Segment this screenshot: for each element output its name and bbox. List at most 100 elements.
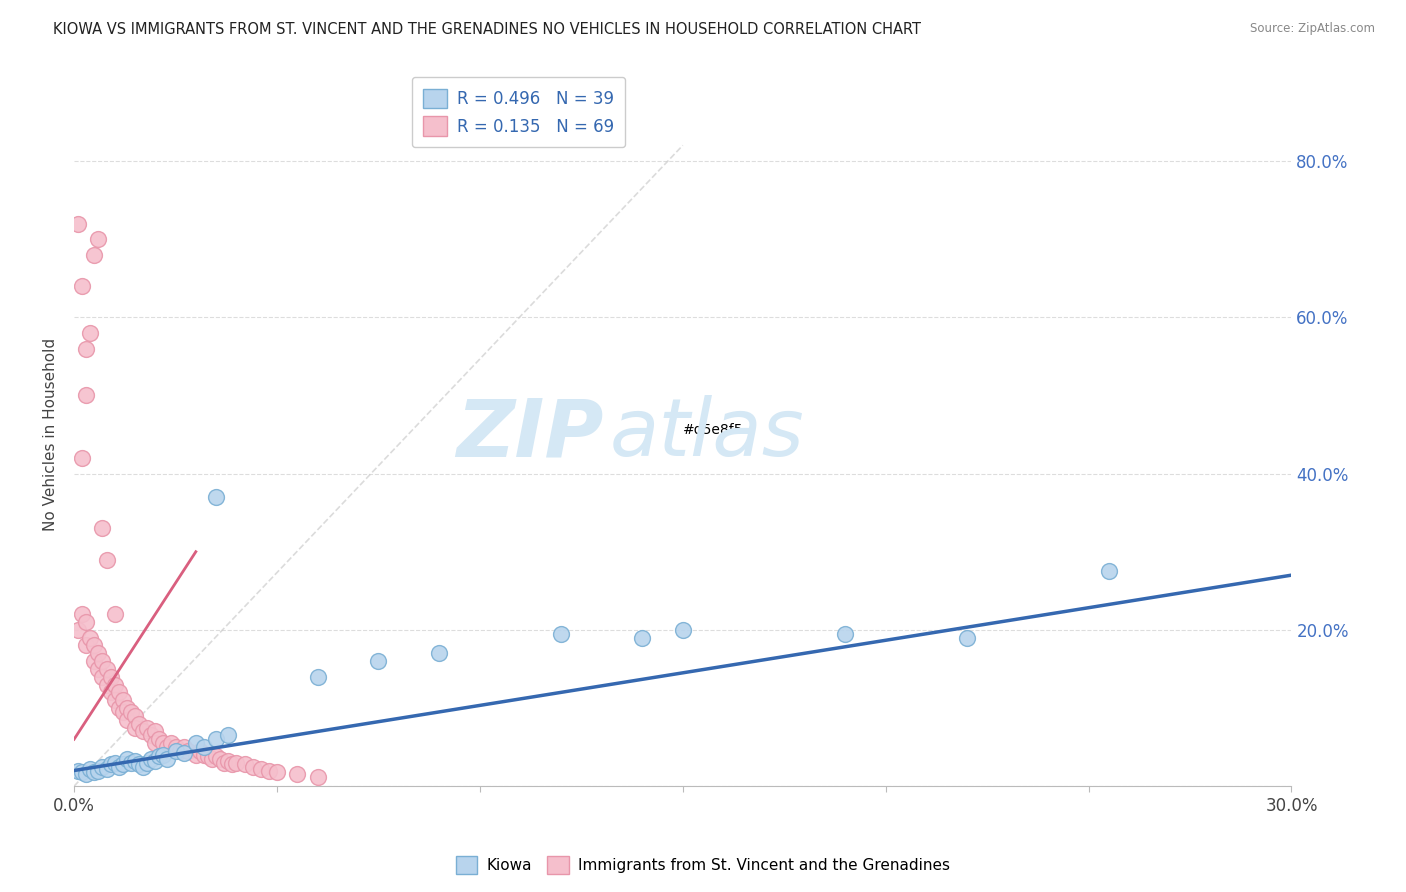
Point: [120, 756, 142, 770]
Point: [96, 677, 118, 691]
Point: [285, 767, 308, 781]
Point: [100, 685, 122, 699]
Point: [87, 764, 110, 778]
Point: [87, 662, 110, 676]
Point: [165, 740, 187, 755]
Point: [165, 744, 187, 758]
Point: [184, 747, 207, 762]
Point: [75, 388, 97, 402]
Point: [956, 631, 979, 645]
Point: [212, 756, 235, 770]
Point: [205, 749, 228, 764]
Point: [79, 326, 101, 340]
Point: [148, 749, 170, 764]
Point: [70, 765, 93, 780]
Point: [79, 762, 101, 776]
Point: [834, 626, 856, 640]
Point: [104, 693, 127, 707]
Point: [225, 756, 247, 770]
Point: [111, 705, 134, 719]
Point: [75, 615, 97, 629]
Point: [91, 670, 114, 684]
Point: [169, 744, 191, 758]
Point: [124, 708, 146, 723]
Point: [367, 654, 389, 668]
Point: [141, 752, 163, 766]
Point: [233, 757, 256, 772]
Point: [128, 757, 150, 772]
Point: [148, 732, 170, 747]
Point: [143, 724, 166, 739]
Point: [177, 744, 200, 758]
Point: [152, 736, 174, 750]
Point: [221, 757, 243, 772]
Point: [115, 752, 138, 766]
Point: [197, 749, 219, 764]
Point: [107, 701, 129, 715]
Point: [83, 654, 105, 668]
Point: [111, 693, 134, 707]
Point: [96, 762, 118, 776]
Point: [67, 623, 90, 637]
Point: [87, 646, 110, 660]
Point: [115, 713, 138, 727]
Point: [111, 757, 134, 772]
Point: [83, 765, 105, 780]
Text: Source: ZipAtlas.com: Source: ZipAtlas.com: [1250, 22, 1375, 36]
Point: [124, 721, 146, 735]
Text: ZIP: ZIP: [457, 395, 603, 474]
Text: KIOWA VS IMMIGRANTS FROM ST. VINCENT AND THE GRENADINES NO VEHICLES IN HOUSEHOLD: KIOWA VS IMMIGRANTS FROM ST. VINCENT AND…: [53, 22, 921, 37]
Text: #d5e8f5: #d5e8f5: [683, 424, 744, 437]
Point: [70, 607, 93, 622]
Point: [104, 677, 127, 691]
Point: [96, 662, 118, 676]
Point: [132, 724, 155, 739]
Point: [132, 759, 155, 773]
Point: [136, 721, 159, 735]
Point: [104, 607, 127, 622]
Point: [257, 764, 280, 778]
Point: [70, 279, 93, 293]
Point: [87, 232, 110, 246]
Point: [143, 754, 166, 768]
Point: [249, 762, 271, 776]
Point: [217, 728, 239, 742]
Point: [143, 736, 166, 750]
Point: [160, 736, 183, 750]
Point: [107, 759, 129, 773]
Point: [156, 752, 179, 766]
Y-axis label: No Vehicles in Household: No Vehicles in Household: [44, 338, 58, 531]
Point: [75, 342, 97, 356]
Point: [188, 744, 211, 758]
Point: [307, 770, 329, 784]
Point: [205, 732, 228, 747]
Point: [152, 747, 174, 762]
Point: [96, 552, 118, 566]
Point: [128, 716, 150, 731]
Point: [104, 756, 127, 770]
Point: [184, 736, 207, 750]
Point: [266, 765, 288, 780]
Legend: R = 0.496   N = 39, R = 0.135   N = 69: R = 0.496 N = 39, R = 0.135 N = 69: [412, 77, 626, 147]
Point: [307, 670, 329, 684]
Point: [120, 705, 142, 719]
Point: [75, 767, 97, 781]
Point: [67, 764, 90, 778]
Point: [83, 248, 105, 262]
Point: [83, 639, 105, 653]
Point: [205, 490, 228, 504]
Point: [107, 685, 129, 699]
Point: [209, 752, 232, 766]
Point: [136, 756, 159, 770]
Point: [100, 757, 122, 772]
Point: [67, 217, 90, 231]
Point: [91, 654, 114, 668]
Point: [173, 747, 195, 761]
Legend: Kiowa, Immigrants from St. Vincent and the Grenadines: Kiowa, Immigrants from St. Vincent and t…: [450, 850, 956, 880]
Point: [672, 623, 695, 637]
Point: [242, 759, 264, 773]
Point: [91, 759, 114, 773]
Point: [201, 752, 224, 766]
Point: [91, 521, 114, 535]
Point: [193, 747, 215, 762]
